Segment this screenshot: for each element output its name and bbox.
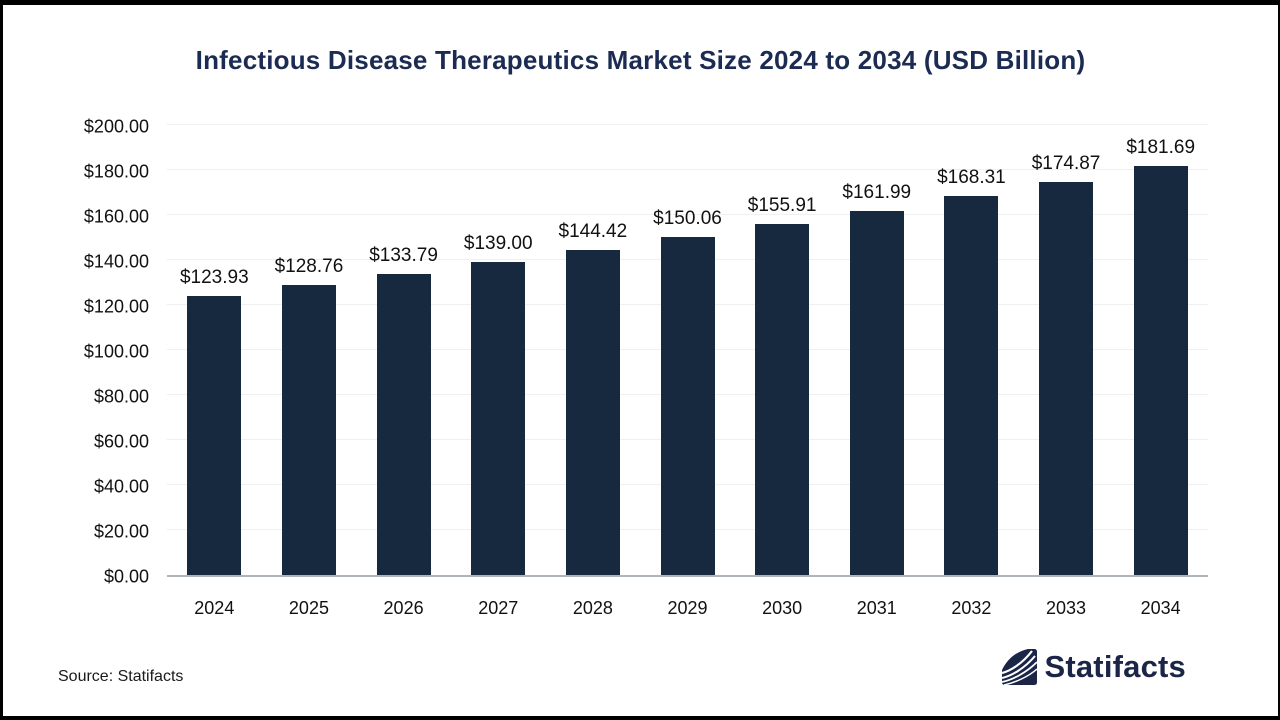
x-tick-label-2033: 2033 [1046,598,1087,618]
bar-2034 [1133,166,1188,575]
bar-2029 [660,237,715,575]
y-tick-label-140: $140.00 [83,251,149,272]
gridline-200 [167,124,1208,125]
bar-value-label-2029: $150.06 [653,208,722,230]
y-tick-label-60: $60.00 [93,431,149,452]
bar-value-label-2027: $139.00 [463,233,533,255]
bar-2028 [565,250,620,575]
x-tick-label-2030: 2030 [762,598,803,618]
x-tick-label-2024: 2024 [194,598,235,618]
x-tick-label-2028: 2028 [572,598,613,618]
statifacts-waves-icon [1002,649,1038,685]
plot-area: $123.93 $128.76 $133.79 $139.00 $144.42 $150.… [167,124,1208,577]
bar-2025 [281,285,336,575]
bar-2026 [376,273,431,575]
bar-2032 [944,196,999,575]
brand-logo: Statifacts [1002,649,1186,685]
y-tick-label-200: $200.00 [83,116,149,137]
bar-2030 [755,224,810,575]
bar-value-label-2030: $155.91 [747,195,817,217]
bar-value-label-2025: $128.76 [274,256,344,278]
y-tick-label-80: $80.00 [93,386,149,407]
x-tick-label-2029: 2029 [667,598,708,618]
bar-value-label-2033: $174.87 [1031,152,1101,174]
y-tick-label-120: $120.00 [83,296,149,317]
bar-2024 [187,296,242,575]
y-tick-label-20: $20.00 [93,521,149,542]
bar-value-label-2028: $144.42 [558,221,628,243]
source-note: Source: Statifacts [58,668,184,685]
gridline-160 [167,214,1208,215]
bar-2033 [1039,181,1094,575]
x-tick-label-2026: 2026 [383,598,424,618]
bar-value-label-2032: $168.31 [937,167,1006,189]
x-tick-label-2034: 2034 [1140,598,1181,618]
y-tick-label-180: $180.00 [83,161,149,182]
y-tick-label-40: $40.00 [93,476,149,497]
x-tick-label-2027: 2027 [478,598,519,618]
y-tick-label-100: $100.00 [83,341,149,362]
bar-value-label-2026: $133.79 [369,244,438,266]
bar-2027 [471,262,526,575]
x-axis-tick-labels: 2024 2025 2026 2027 2028 2029 2030 2031 2032 2033… [167,594,1208,620]
y-axis-tick-labels: $0.00 $20.00 $40.00 $60.00 $80.00 $100.00 $120… [3,117,149,587]
x-tick-label-2025: 2025 [288,598,329,618]
x-tick-label-2032: 2032 [951,598,992,618]
x-tick-label-2031: 2031 [856,598,897,618]
bar-2031 [849,210,904,575]
y-tick-label-160: $160.00 [83,206,149,227]
chart-title: Infectious Disease Therapeutics Market S… [195,45,1086,75]
bar-value-label-2024: $123.93 [179,267,249,289]
brand-wordmark: Statifacts [1044,649,1186,684]
bar-value-label-2031: $161.99 [842,181,912,203]
gridline-180 [167,169,1208,170]
y-tick-label-0: $0.00 [103,566,149,587]
bar-value-label-2034: $181.69 [1126,137,1196,159]
